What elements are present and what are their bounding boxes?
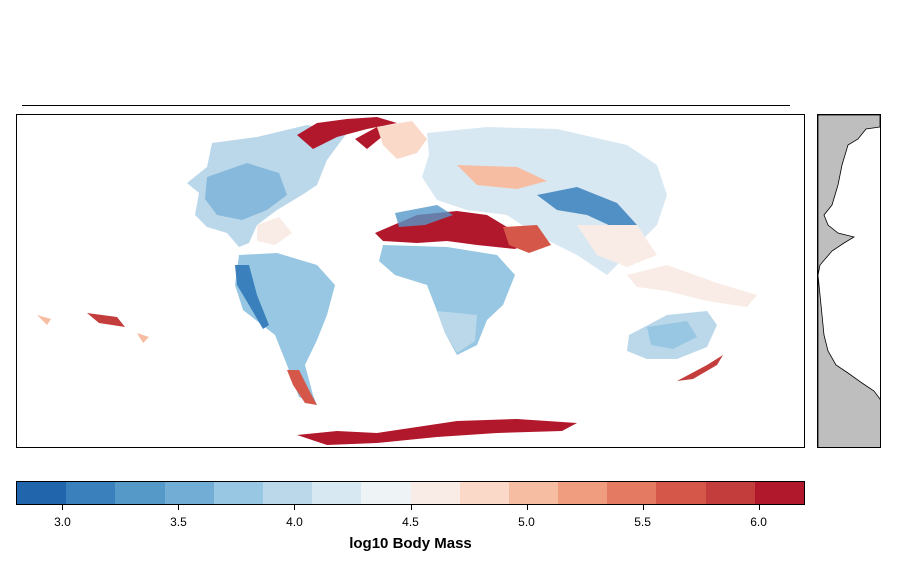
south-america-landmass (235, 253, 335, 405)
antarctica-high (297, 419, 577, 445)
legend-swatch (262, 482, 313, 504)
legend-tick-label: 5.5 (634, 515, 651, 529)
legend-tick-label: 6.0 (750, 515, 767, 529)
latitude-profile-chart (818, 115, 880, 447)
legend-swatch (361, 482, 411, 504)
central-asia-blue-band (537, 187, 637, 227)
legend-tick-label: 4.0 (286, 515, 303, 529)
legend-swatch (213, 482, 263, 504)
south-america-west-coast (235, 265, 269, 329)
legend-tick-mark (758, 505, 760, 510)
australia-interior (647, 321, 697, 349)
patagonia-high (287, 370, 317, 405)
legend-swatch (66, 482, 116, 504)
north-america-east (257, 217, 292, 245)
legend-swatch (115, 482, 165, 504)
legend-swatch (312, 482, 362, 504)
legend-tick-label: 5.0 (518, 515, 535, 529)
africa-landmass (379, 245, 515, 355)
legend-swatch (164, 482, 214, 504)
southeast-asia-islands (627, 265, 757, 307)
top-divider-line (22, 105, 790, 106)
world-body-mass-map (16, 114, 805, 448)
legend-swatch (705, 482, 755, 504)
legend-swatch (508, 482, 559, 504)
asia-east-neutral (577, 225, 657, 267)
legend-tick-mark (642, 505, 644, 510)
africa-south-light (437, 311, 477, 353)
north-africa-mixed (395, 205, 453, 227)
legend-tick-mark (62, 505, 64, 510)
legend-swatch (754, 482, 804, 504)
arctic-islands-high (297, 117, 397, 149)
legend-swatch (410, 482, 460, 504)
legend-tick-label: 3.5 (170, 515, 187, 529)
greenland-landmass (377, 121, 427, 159)
map-canvas (37, 117, 757, 445)
legend-swatch (17, 482, 67, 504)
siberia-warm (457, 165, 547, 189)
legend-ticks: 3.0 3.5 4.0 4.5 5.0 5.5 6.0 (16, 505, 805, 535)
legend-swatch (607, 482, 657, 504)
pacific-islands-high (87, 313, 125, 327)
legend-tick-mark (178, 505, 180, 510)
legend-swatch (656, 482, 706, 504)
color-legend-bar (16, 481, 805, 505)
legend-tick-mark (294, 505, 296, 510)
latitude-profile-area (818, 115, 880, 447)
legend-tick-label: 3.0 (54, 515, 71, 529)
legend-tick-label: 4.5 (402, 515, 419, 529)
legend-swatch (459, 482, 509, 504)
north-america-interior (205, 163, 287, 220)
latitude-profile-panel (817, 114, 881, 448)
legend-tick-mark (410, 505, 412, 510)
legend-swatch (558, 482, 608, 504)
legend-title: log10 Body Mass (349, 535, 472, 552)
legend-tick-mark (526, 505, 528, 510)
arabia-high (503, 225, 551, 253)
pacific-islands-low (37, 315, 149, 343)
new-zealand-high (677, 355, 723, 381)
